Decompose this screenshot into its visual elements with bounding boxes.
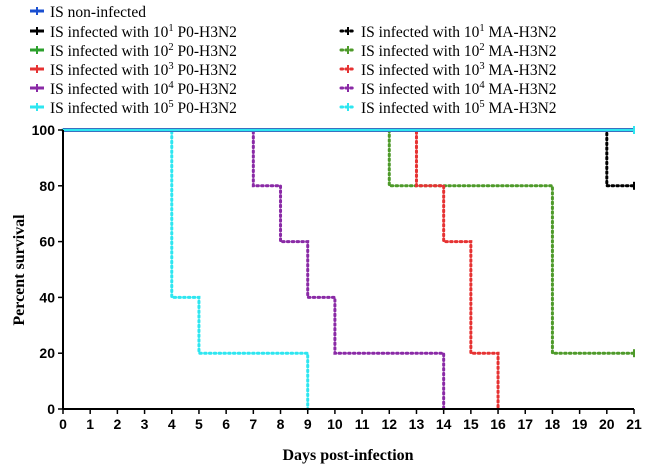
x-tick-label: 19 xyxy=(572,416,588,432)
x-tick-label: 2 xyxy=(113,416,121,432)
x-tick-label: 1 xyxy=(86,416,94,432)
series-line-10 xyxy=(61,128,446,411)
legend-label: IS infected with 103 P0-H3N2 xyxy=(50,61,237,79)
y-tick-label: 80 xyxy=(39,178,55,194)
x-tick-label: 5 xyxy=(195,416,203,432)
legend-item-1: IS non-infected xyxy=(30,4,146,21)
y-tick-label: 100 xyxy=(32,122,56,138)
legend-label: IS infected with 102 P0-H3N2 xyxy=(50,42,237,60)
x-tick-label: 3 xyxy=(141,416,149,432)
legend-label: IS infected with 102 MA-H3N2 xyxy=(361,42,557,60)
series-line-8 xyxy=(61,128,636,355)
x-tick-label: 14 xyxy=(436,416,452,432)
y-tick-label: 40 xyxy=(39,289,55,305)
legend-item-11: IS infected with 105 MA-H3N2 xyxy=(339,99,557,117)
legend-item-2: IS infected with 101 P0-H3N2 xyxy=(30,23,237,41)
x-tick-label: 16 xyxy=(490,416,506,432)
x-tick-label: 11 xyxy=(355,416,370,432)
x-axis-title: Days post-infection xyxy=(282,447,413,464)
legend-item-9: IS infected with 103 MA-H3N2 xyxy=(339,61,557,79)
x-tick-label: 15 xyxy=(463,416,479,432)
y-tick-label: 60 xyxy=(39,234,55,250)
legend-label: IS non-infected xyxy=(50,4,146,21)
series-layer xyxy=(61,126,636,411)
x-tick-label: 9 xyxy=(304,416,312,432)
x-tick-label: 17 xyxy=(517,416,533,432)
x-tick-label: 20 xyxy=(599,416,615,432)
legend-item-10: IS infected with 104 MA-H3N2 xyxy=(339,80,557,98)
x-tick-label: 8 xyxy=(277,416,285,432)
legend-label: IS infected with 103 MA-H3N2 xyxy=(361,61,557,79)
y-tick-label: 0 xyxy=(47,401,55,417)
y-tick-label: 20 xyxy=(39,345,55,361)
legend-item-5: IS infected with 104 P0-H3N2 xyxy=(30,80,237,98)
x-tick-label: 10 xyxy=(327,416,343,432)
series-line-9 xyxy=(61,128,500,411)
legend: IS non-infected IS infected with 101 P0-H… xyxy=(30,4,557,117)
x-tick-label: 6 xyxy=(222,416,230,432)
x-tick-label: 18 xyxy=(545,416,561,432)
legend-label: IS infected with 105 P0-H3N2 xyxy=(50,99,237,117)
legend-item-6: IS infected with 105 P0-H3N2 xyxy=(30,99,237,117)
x-tick-label: 4 xyxy=(168,416,176,432)
y-axis-title: Percent survival xyxy=(11,214,28,326)
legend-item-8: IS infected with 102 MA-H3N2 xyxy=(339,42,557,60)
legend-label: IS infected with 101 P0-H3N2 xyxy=(50,23,237,41)
legend-item-4: IS infected with 103 P0-H3N2 xyxy=(30,61,237,79)
legend-label: IS infected with 101 MA-H3N2 xyxy=(361,23,557,41)
legend-label: IS infected with 104 MA-H3N2 xyxy=(361,80,557,98)
legend-label: IS infected with 105 MA-H3N2 xyxy=(361,99,557,117)
series-line-11 xyxy=(61,128,310,411)
x-tick-label: 12 xyxy=(381,416,397,432)
series-line-7 xyxy=(61,128,636,188)
x-tick-label: 13 xyxy=(409,416,425,432)
x-tick-label: 0 xyxy=(59,416,67,432)
legend-item-7: IS infected with 101 MA-H3N2 xyxy=(339,23,557,41)
axes: 0 1 2 3 4 5 6 7 8 9 10 11 12 13 14 15 16 17 18 19 20 21020406… xyxy=(32,122,642,432)
x-tick-label: 21 xyxy=(626,416,642,432)
x-tick-label: 7 xyxy=(249,416,257,432)
legend-label: IS infected with 104 P0-H3N2 xyxy=(50,80,237,98)
legend-item-3: IS infected with 102 P0-H3N2 xyxy=(30,42,237,60)
